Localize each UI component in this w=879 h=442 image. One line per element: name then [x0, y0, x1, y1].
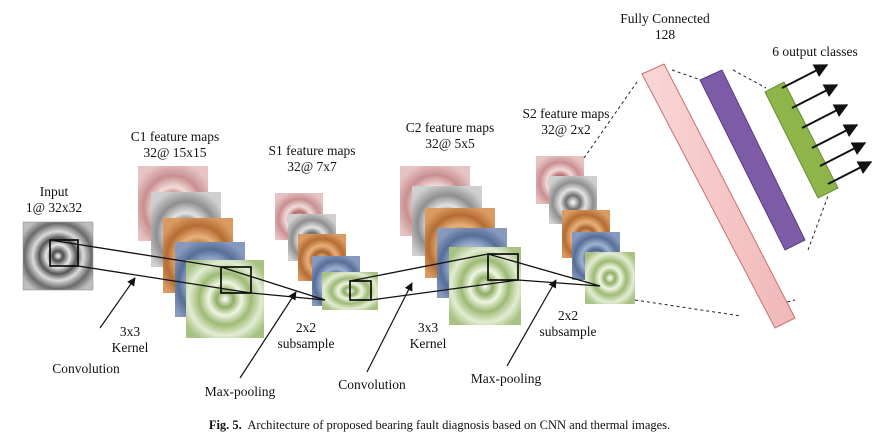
input-label: Input 1@ 32x32	[25, 184, 83, 215]
s2-feature-stack	[536, 156, 635, 304]
c1-pool-window	[220, 266, 252, 294]
s2-map-green	[585, 252, 635, 304]
s1-label: S1 feature maps 32@ 7x7	[268, 143, 356, 174]
output-arrow-2	[791, 84, 839, 109]
convolution2-label: Convolution	[338, 377, 406, 392]
fc-bar-purple	[699, 69, 806, 251]
output-arrow-6	[827, 161, 873, 185]
projection-lines	[49, 239, 601, 301]
kernel1-label: 3x3 Kernel	[111, 324, 149, 355]
input-kernel-window	[49, 239, 79, 267]
dashed-connections	[583, 69, 829, 317]
caption-prefix: Fig. 5.	[208, 418, 242, 432]
subsample1-label: 2x2 subsample	[277, 320, 335, 351]
output-arrows	[781, 64, 873, 185]
output-arrow-4	[811, 124, 859, 149]
output-bar-green	[764, 81, 839, 199]
c1-label: C1 feature maps 32@ 15x15	[130, 129, 220, 160]
output-arrow-1	[781, 64, 829, 89]
caption-text: Architecture of proposed bearing fault d…	[247, 418, 671, 432]
pointer-lines	[99, 277, 557, 379]
diagram-graphics	[22, 63, 873, 379]
c2-pool-window	[487, 253, 519, 281]
kernel2-label: 3x3 Kernel	[409, 320, 447, 351]
input-map	[22, 221, 94, 291]
s1-kernel-window	[349, 280, 372, 301]
c2-map-green	[449, 247, 521, 325]
s2-label: S2 feature maps 32@ 2x2	[522, 106, 610, 137]
figure-caption: Fig. 5. Architecture of proposed bearing…	[0, 418, 879, 433]
convolution1-label: Convolution	[52, 361, 120, 376]
subsample2-label: 2x2 subsample	[539, 308, 597, 339]
output-arrow-5	[819, 142, 867, 167]
s1-feature-stack	[275, 193, 378, 310]
maxpool2-label: Max-pooling	[470, 371, 542, 386]
c2-label: C2 feature maps 32@ 5x5	[405, 120, 495, 151]
c2-feature-stack	[400, 166, 521, 325]
fc-label: Fully Connected 128	[620, 11, 710, 42]
c1-feature-stack	[138, 166, 264, 338]
c1-map-green	[186, 260, 264, 338]
fc-bar-pink	[641, 63, 796, 329]
output-label: 6 output classes	[772, 44, 858, 59]
maxpool1-label: Max-pooling	[204, 384, 276, 399]
output-arrow-3	[801, 104, 849, 129]
